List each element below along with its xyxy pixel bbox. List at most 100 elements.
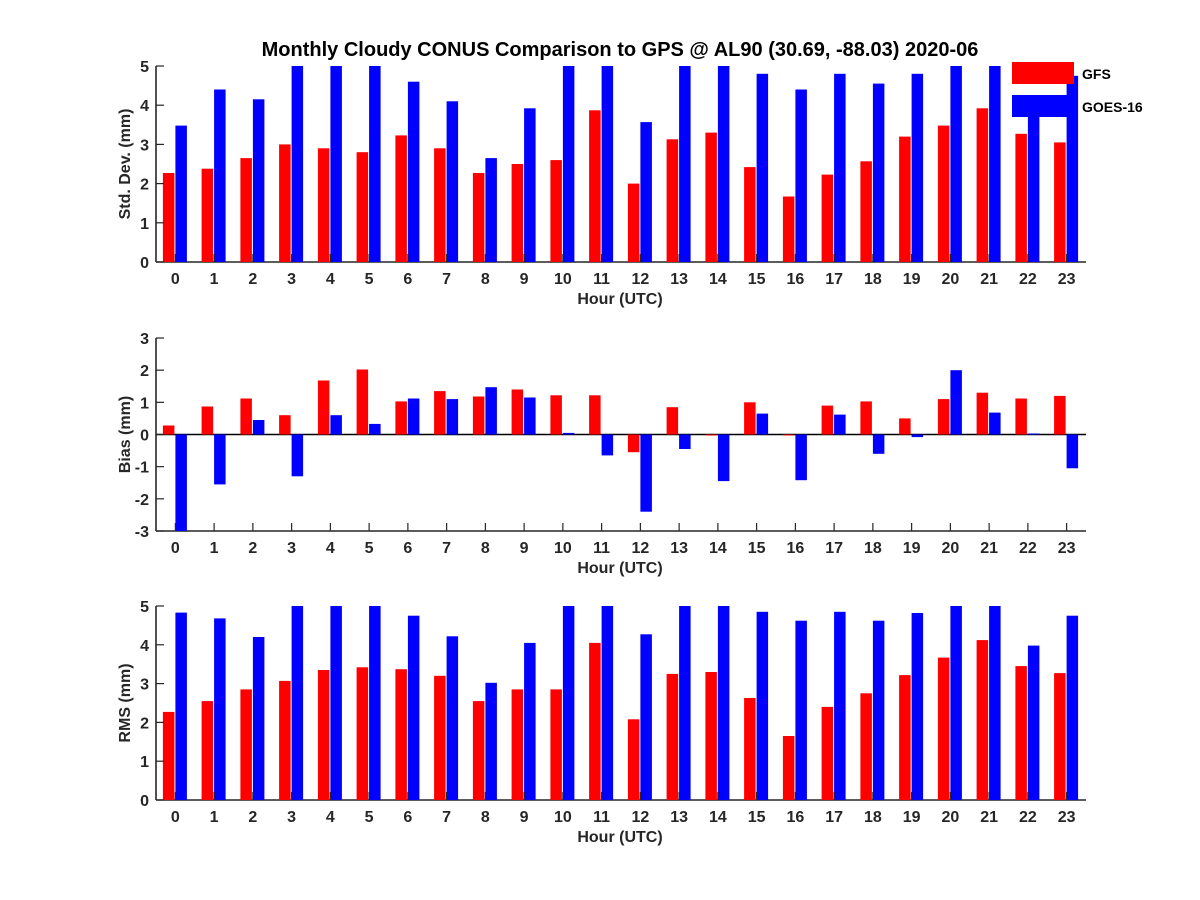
rms-bar-gfs-17 [821, 706, 834, 800]
stddev-xtick-10: 10 [554, 271, 572, 288]
rms-xtick-16: 16 [786, 809, 804, 826]
rms-bar-gfs-2 [240, 689, 252, 800]
rms-xtick-2: 2 [248, 809, 257, 826]
rms-xtick-17: 17 [825, 809, 843, 826]
bias-xtick-3: 3 [287, 540, 296, 557]
stddev-ytick-2: 2 [140, 177, 149, 194]
bias-bar-gfs-13 [666, 407, 679, 435]
rms-bar-gfs-9 [511, 689, 524, 800]
rms-bar-gfs-14 [705, 672, 717, 800]
stddev-ytick-3: 3 [140, 137, 149, 154]
bias-bar-goes16-0 [175, 434, 187, 531]
bias-bar-gfs-2 [240, 398, 252, 435]
stddev-xtick-4: 4 [326, 271, 335, 288]
bias-bar-gfs-6 [395, 401, 407, 435]
bias-ytick--3: -3 [135, 524, 149, 541]
stddev-bar-gfs-6 [395, 135, 407, 262]
panel-bias: 0 1 2 3 4 5 6 7 8 9 10 11 12 13 14 15 16 17 18 19 20 21 22 23-3… [117, 331, 1086, 577]
rms-bar-goes16-6 [407, 615, 420, 800]
stddev-bar-gfs-5 [356, 152, 369, 262]
stddev-xtick-5: 5 [365, 271, 374, 288]
rms-bar-goes16-5 [369, 606, 381, 800]
bias-bar-goes16-12 [640, 434, 652, 512]
rms-bar-goes16-8 [485, 682, 497, 800]
bias-ylabel: Bias (mm) [117, 396, 134, 473]
bias-bar-gfs-17 [821, 405, 834, 435]
stddev-bar-gfs-8 [472, 173, 485, 262]
bias-bar-goes16-9 [524, 397, 536, 435]
rms-bar-gfs-13 [666, 673, 679, 800]
stddev-bar-goes16-7 [446, 101, 459, 262]
rms-bar-gfs-3 [279, 680, 291, 800]
rms-bar-gfs-19 [899, 675, 911, 800]
stddev-xtick-20: 20 [941, 271, 959, 288]
rms-xtick-15: 15 [748, 809, 766, 826]
rms-bar-gfs-21 [976, 640, 989, 800]
rms-bar-goes16-18 [872, 620, 885, 800]
stddev-ytick-5: 5 [140, 59, 149, 76]
stddev-bar-gfs-20 [937, 125, 950, 262]
rms-bar-goes16-2 [252, 637, 265, 800]
bias-bar-goes16-18 [872, 434, 885, 454]
rms-bar-goes16-12 [640, 634, 652, 800]
bias-bar-gfs-15 [744, 402, 756, 435]
rms-bar-goes16-3 [291, 606, 304, 800]
stddev-bar-goes16-4 [330, 66, 342, 262]
panels: 0 1 2 3 4 5 6 7 8 9 10 11 12 13 14 15 16 17 18 19 20 21 22 2301… [117, 59, 1086, 846]
rms-bar-gfs-6 [395, 669, 407, 800]
stddev-bar-gfs-3 [279, 144, 291, 262]
rms-bar-gfs-1 [201, 701, 214, 800]
panel-rms: 0 1 2 3 4 5 6 7 8 9 10 11 12 13 14 15 16 17 18 19 20 21 22 2301… [117, 599, 1086, 846]
rms-xtick-23: 23 [1058, 809, 1076, 826]
stddev-bar-gfs-19 [899, 136, 911, 262]
stddev-bar-goes16-8 [485, 158, 497, 262]
stddev-bar-gfs-2 [240, 158, 252, 262]
rms-bar-goes16-15 [756, 611, 769, 800]
legend-goes16-swatch [1012, 95, 1074, 117]
stddev-xtick-14: 14 [709, 271, 727, 288]
bias-bar-goes16-6 [407, 398, 420, 435]
stddev-xtick-17: 17 [825, 271, 843, 288]
rms-xtick-4: 4 [326, 809, 335, 826]
bias-bar-gfs-20 [937, 399, 950, 435]
bias-bar-gfs-9 [511, 389, 524, 435]
bias-bar-goes16-8 [485, 387, 497, 435]
bias-xtick-13: 13 [670, 540, 688, 557]
bias-bar-goes16-17 [834, 414, 846, 435]
rms-ytick-1: 1 [140, 754, 149, 771]
stddev-ytick-0: 0 [140, 255, 149, 272]
bias-bar-gfs-3 [279, 415, 291, 435]
bias-xtick-7: 7 [442, 540, 451, 557]
rms-bar-goes16-14 [717, 606, 730, 800]
rms-bar-goes16-22 [1027, 645, 1040, 800]
rms-bar-gfs-5 [356, 667, 369, 800]
bias-xtick-12: 12 [631, 540, 649, 557]
bias-xtick-22: 22 [1019, 540, 1037, 557]
rms-xtick-13: 13 [670, 809, 688, 826]
rms-bar-gfs-4 [317, 670, 330, 800]
bias-xtick-11: 11 [593, 540, 610, 557]
bias-bar-gfs-0 [162, 425, 175, 435]
rms-xtick-18: 18 [864, 809, 882, 826]
rms-bar-gfs-22 [1015, 666, 1027, 800]
stddev-xtick-11: 11 [593, 271, 610, 288]
rms-bar-goes16-4 [330, 606, 342, 800]
rms-ylabel: RMS (mm) [117, 663, 134, 742]
bias-xtick-9: 9 [520, 540, 529, 557]
bias-bar-gfs-1 [201, 406, 214, 435]
bias-bar-goes16-3 [291, 434, 304, 477]
legend-gfs-swatch [1012, 62, 1074, 84]
bias-bar-gfs-11 [589, 395, 601, 435]
bias-ytick-0: 0 [140, 428, 149, 445]
stddev-bar-gfs-13 [666, 139, 679, 262]
figure-title: Monthly Cloudy CONUS Comparison to GPS @… [262, 39, 979, 61]
bias-ytick--2: -2 [135, 492, 149, 509]
stddev-bar-goes16-0 [175, 125, 187, 262]
stddev-bar-goes16-1 [214, 89, 226, 262]
stddev-bar-goes16-23 [1066, 75, 1079, 262]
stddev-bar-gfs-12 [627, 183, 640, 262]
stddev-bar-gfs-14 [705, 132, 717, 262]
rms-bar-goes16-23 [1066, 615, 1079, 800]
bias-bar-gfs-7 [434, 391, 446, 435]
